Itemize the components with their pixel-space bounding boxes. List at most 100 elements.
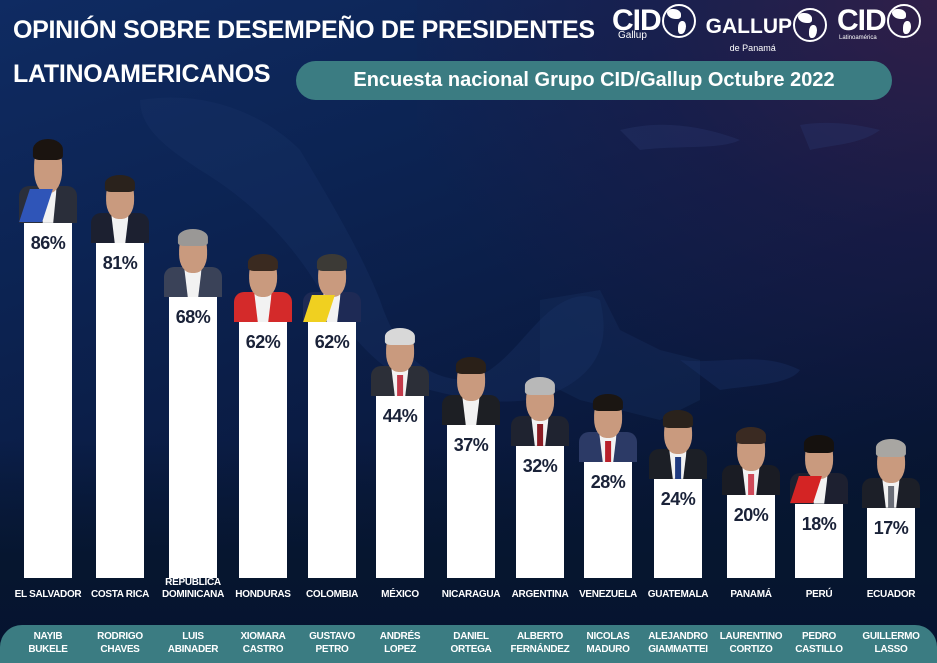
value-label: 28% — [590, 472, 626, 493]
country-label-line: VENEZUELA — [579, 589, 637, 600]
president-portrait — [649, 407, 707, 479]
map-panama-shape — [680, 359, 800, 390]
portrait-hair — [32, 139, 64, 161]
president-name: RODRIGO CHAVES — [76, 631, 164, 656]
country-label: EL SALVADOR — [4, 589, 92, 601]
country-label: PERÚ — [775, 589, 863, 601]
portrait-tie — [748, 473, 754, 496]
portrait-tie — [675, 457, 681, 479]
portrait-shirt — [254, 293, 272, 322]
portrait-shirt — [462, 396, 480, 426]
country-label: COLOMBIA — [288, 589, 376, 601]
logo-cid-gallup-sub: Gallup — [618, 30, 647, 41]
president-name-line: BUKELE — [28, 643, 68, 655]
value-label: 62% — [314, 331, 350, 352]
president-portrait — [722, 423, 780, 496]
president-name-line: CASTILLO — [795, 643, 843, 655]
country-label-line: GUATEMALA — [647, 589, 709, 600]
president-name-line: PETRO — [315, 643, 349, 655]
president-name-line: DANIEL — [453, 631, 489, 642]
bar-3 — [169, 297, 217, 578]
map-central-america-shape — [540, 290, 700, 420]
president-name-line: RODRIGO — [97, 631, 143, 642]
president-portrait — [579, 390, 637, 463]
president-name-line: GUSTAVO — [309, 631, 355, 642]
survey-subtitle-pill: Encuesta nacional Grupo CID/Gallup Octub… — [296, 61, 892, 100]
logo-cid-latinoamerica-sub: Latinoamérica — [839, 35, 877, 41]
bar-2 — [96, 243, 144, 578]
portrait-hair — [247, 253, 279, 271]
president-name-line: ABINADER — [167, 643, 219, 655]
president-portrait — [91, 171, 149, 244]
president-portrait — [303, 250, 361, 322]
president-name-line: ANDRÉS — [379, 631, 421, 642]
president-portrait — [511, 374, 569, 446]
bar-6 — [376, 396, 424, 578]
country-label-line: EL SALVADOR — [14, 589, 82, 600]
country-label: ECUADOR — [847, 589, 935, 601]
president-name-line: MADURO — [586, 643, 630, 655]
value-label: 17% — [873, 517, 909, 538]
president-portrait — [790, 432, 848, 504]
president-portrait — [442, 353, 500, 426]
country-label: MÉXICO — [356, 589, 444, 601]
value-label: 62% — [245, 331, 281, 352]
president-name: NAYIB BUKELE — [4, 631, 92, 656]
value-label: 20% — [733, 505, 769, 526]
value-label: 44% — [382, 406, 418, 427]
bar-5 — [308, 321, 356, 578]
president-name-line: LUIS — [182, 631, 204, 642]
portrait-tie — [537, 424, 543, 446]
value-label: 81% — [102, 253, 138, 274]
portrait-hair — [104, 175, 136, 193]
value-label: 37% — [453, 435, 489, 456]
country-label-line: COLOMBIA — [305, 589, 359, 600]
map-hispaniola-shape — [800, 122, 880, 150]
country-label: VENEZUELA — [564, 589, 652, 601]
country-label-line: PERÚ — [805, 589, 833, 600]
president-name: GUILLERMO LASSO — [847, 631, 935, 656]
logo-gallup-panama-main: GALLUP — [705, 15, 792, 38]
president-name-line: CHAVES — [100, 643, 140, 655]
portrait-shirt — [111, 214, 129, 244]
president-name-line: LASSO — [874, 643, 908, 655]
portrait-hair — [875, 439, 907, 457]
bar-9 — [584, 462, 632, 578]
portrait-hair — [524, 377, 556, 395]
president-portrait — [862, 436, 920, 508]
country-label-line: HONDURAS — [235, 589, 291, 600]
country-label-line: ECUADOR — [866, 589, 916, 600]
president-name-line: XIOMARA — [240, 631, 286, 642]
country-label: REPÚBLICA DOMINICANA — [149, 577, 237, 601]
logo-cid-gallup-main: CID — [612, 4, 662, 37]
president-portrait — [19, 135, 77, 223]
president-name-line: ALBERTO — [516, 631, 564, 642]
value-label: 32% — [522, 455, 558, 476]
country-label: NICARAGUA — [427, 589, 515, 601]
country-label-line: PANAMÁ — [730, 589, 772, 600]
map-mexico-shape — [140, 97, 604, 402]
president-name: ALEJANDRO GIAMMATTEI — [634, 631, 722, 656]
portrait-hair — [316, 253, 348, 271]
president-portrait — [164, 225, 222, 298]
president-name-line: CASTRO — [242, 643, 284, 655]
president-name-line: CORTIZO — [729, 643, 773, 655]
page-title-line1: OPINIÓN SOBRE DESEMPEÑO DE PRESIDENTES — [13, 16, 595, 44]
country-label-line: MÉXICO — [381, 589, 419, 600]
country-label: PANAMÁ — [707, 589, 795, 601]
president-name-line: LAURENTINO — [719, 631, 783, 642]
country-label: COSTA RICA — [76, 589, 164, 601]
bar-1 — [24, 222, 72, 578]
bar-11 — [727, 495, 775, 578]
president-name: NICOLAS MADURO — [564, 631, 652, 656]
bar-12 — [795, 503, 843, 578]
portrait-tie — [605, 440, 611, 463]
logo-gallup-panama: GALLUP de Panamá — [705, 8, 827, 53]
country-label-line: COSTA RICA — [90, 589, 150, 600]
globe-icon — [661, 4, 696, 38]
portrait-hair — [455, 356, 487, 375]
president-portrait — [371, 324, 429, 397]
portrait-tie — [888, 486, 894, 508]
president-name-line: NAYIB — [33, 631, 63, 642]
